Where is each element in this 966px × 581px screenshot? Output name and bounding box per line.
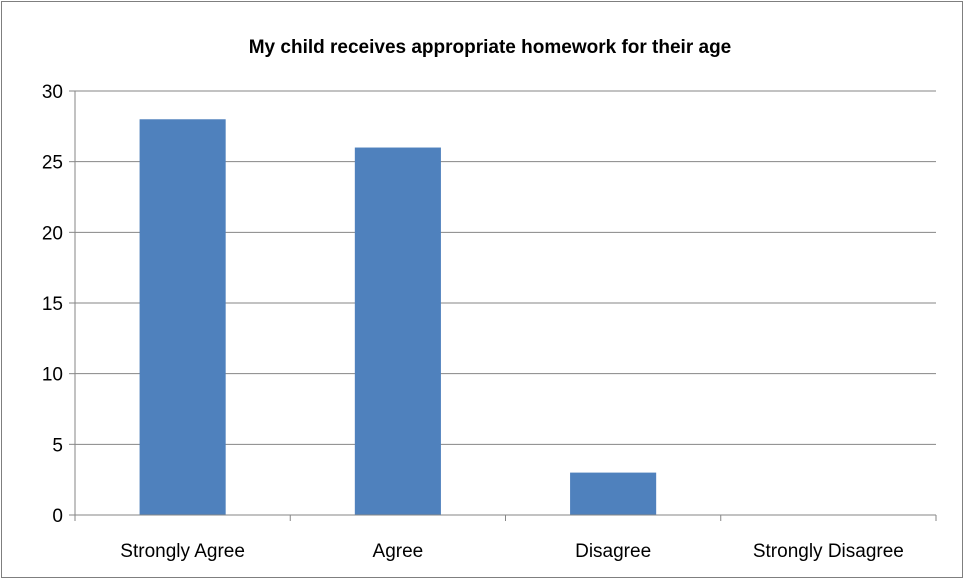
y-tick-label: 5	[52, 435, 63, 456]
bar-strongly-agree	[139, 119, 226, 516]
y-tick-label: 20	[42, 223, 63, 244]
axes	[74, 91, 937, 521]
chart-title: My child receives appropriate homework f…	[249, 37, 732, 58]
bar-agree	[354, 147, 441, 516]
bar-disagree	[570, 472, 657, 515]
y-tick-label: 10	[42, 365, 63, 386]
y-tick-labels: 0 5 10 15 20 25 30	[42, 82, 63, 527]
x-tick-label: Strongly Disagree	[753, 541, 904, 562]
y-tick-label: 0	[52, 506, 63, 527]
y-tick-label: 25	[42, 153, 63, 174]
x-tick-label: Agree	[373, 541, 424, 562]
bars	[139, 119, 657, 516]
x-tick-label: Strongly Agree	[120, 541, 245, 562]
x-tick-labels: Strongly Agree Agree Disagree Strongly Disa…	[120, 541, 904, 562]
y-tick-label: 30	[42, 82, 63, 103]
x-tick-label: Disagree	[575, 541, 651, 562]
y-tick-label: 15	[42, 294, 63, 315]
